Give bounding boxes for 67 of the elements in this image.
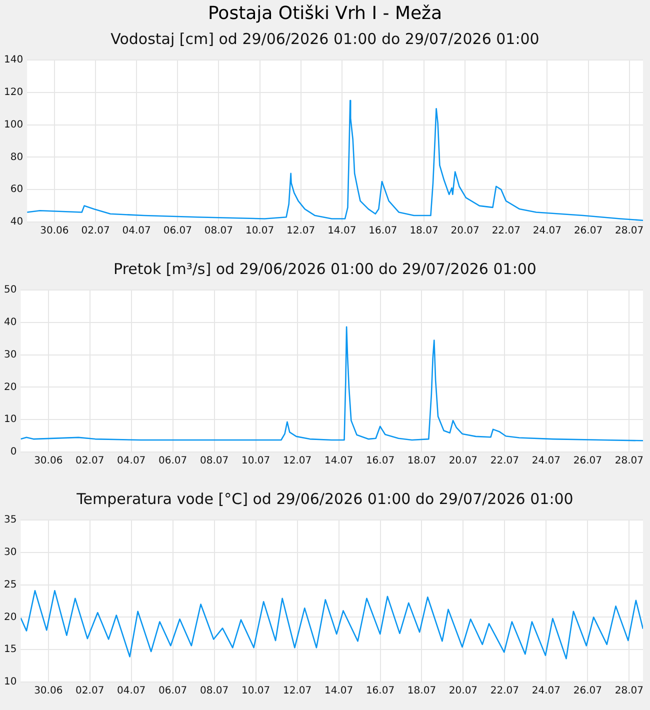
chart-subtitle: Vodostaj [cm] od 29/06/2026 01:00 do 29/07/2026 01:00	[110, 29, 540, 50]
x-tick-label: 18.07	[407, 456, 436, 467]
x-tick-label: 24.07	[532, 686, 561, 697]
y-tick-label: 25	[4, 579, 17, 590]
chart-title: Temperatura vode [°C] od 29/06/2026 01:00 do 29/07/2026 01:00	[76, 489, 574, 510]
x-tick-label: 10.07	[241, 456, 270, 467]
y-tick-label: 0	[10, 446, 17, 458]
y-tick-label: 15	[4, 644, 17, 656]
x-tick-label: 24.07	[532, 456, 561, 467]
x-tick-label: 24.07	[532, 226, 562, 237]
x-tick-label: 04.07	[117, 686, 146, 697]
y-tick-label: 140	[4, 54, 24, 66]
x-tick-label: 08.07	[200, 456, 229, 467]
x-tick-label: 18.07	[407, 686, 436, 697]
x-tick-label: 08.07	[200, 686, 229, 697]
x-tick-label: 04.07	[117, 456, 146, 467]
chart-title: Postaja Otiški Vrh I - Meža	[206, 2, 444, 26]
x-tick-label: 08.07	[204, 226, 234, 237]
x-tick-label: 22.07	[490, 686, 520, 697]
x-tick-label: 06.07	[163, 226, 192, 237]
x-tick-label: 26.07	[574, 226, 603, 237]
chart-title: Pretok [m³/s] od 29/06/2026 01:00 do 29/07/2026 01:00	[112, 259, 538, 280]
y-tick-label: 120	[4, 86, 24, 98]
x-tick-label: 28.07	[614, 686, 644, 697]
x-tick-label: 02.07	[76, 456, 104, 467]
y-tick-label: 30	[4, 546, 17, 558]
x-tick-label: 04.07	[122, 226, 151, 237]
y-tick-label: 60	[10, 184, 24, 196]
x-tick-label: 26.07	[573, 686, 602, 697]
y-tick-label: 100	[4, 119, 24, 130]
x-tick-label: 20.07	[450, 226, 480, 237]
x-tick-label: 12.07	[282, 456, 312, 467]
x-tick-label: 02.07	[81, 226, 110, 237]
y-tick-label: 30	[4, 349, 17, 360]
x-tick-label: 06.07	[158, 456, 188, 467]
x-tick-label: 14.07	[324, 686, 354, 697]
x-tick-label: 28.07	[614, 226, 644, 237]
x-tick-label: 14.07	[324, 456, 354, 467]
x-tick-label: 18.07	[410, 226, 438, 237]
y-tick-label: 20	[4, 382, 17, 393]
x-tick-label: 16.07	[366, 456, 395, 467]
x-tick-label: 12.07	[282, 686, 312, 697]
y-tick-label: 35	[4, 514, 17, 526]
x-tick-label: 10.07	[245, 226, 274, 237]
y-tick-label: 10	[4, 676, 17, 688]
x-tick-label: 20.07	[448, 686, 478, 697]
x-tick-label: 14.07	[328, 226, 356, 237]
x-tick-label: 12.07	[286, 226, 316, 237]
y-tick-label: 20	[4, 612, 17, 623]
x-tick-label: 16.07	[368, 226, 398, 237]
y-tick-label: 10	[4, 414, 17, 426]
x-tick-label: 20.07	[448, 456, 478, 467]
x-tick-label: 06.07	[158, 686, 188, 697]
x-tick-label: 22.07	[492, 226, 520, 237]
y-tick-label: 50	[4, 284, 17, 296]
x-tick-label: 02.07	[76, 686, 104, 697]
x-tick-label: 10.07	[241, 686, 270, 697]
y-tick-label: 40	[4, 316, 17, 328]
x-tick-label: 30.06	[34, 456, 63, 467]
y-tick-label: 40	[10, 216, 24, 228]
x-tick-label: 30.06	[40, 226, 69, 237]
x-tick-label: 22.07	[490, 456, 520, 467]
y-tick-label: 80	[10, 152, 24, 163]
x-tick-label: 28.07	[614, 456, 644, 467]
x-tick-label: 16.07	[366, 686, 395, 697]
x-tick-label: 30.06	[34, 686, 63, 697]
x-tick-label: 26.07	[573, 456, 602, 467]
